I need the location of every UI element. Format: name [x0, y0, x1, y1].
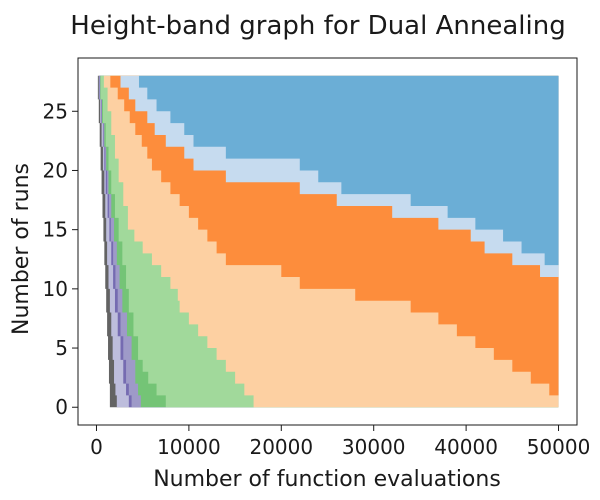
x-tick-label: 40000	[434, 435, 498, 459]
y-tick-label: 15	[43, 218, 68, 242]
y-tick-label: 25	[43, 99, 68, 123]
axes: 0 10000 20000 30000 40000 50000 0 5 10 15 20 25	[43, 57, 591, 459]
x-tick-label: 20000	[249, 435, 313, 459]
plot-area	[96, 75, 559, 408]
y-axis-label: Number of runs	[9, 163, 34, 335]
plot-frame	[77, 57, 578, 426]
y-tick-label: 10	[43, 277, 68, 301]
x-axis-label: Number of function evaluations	[153, 467, 501, 492]
chart-title: Height-band graph for Dual Annealing	[70, 11, 565, 41]
height-band-10	[110, 75, 559, 278]
y-tick-label: 0	[55, 395, 68, 419]
y-tick-label: 20	[43, 158, 68, 182]
x-tick-label: 10000	[157, 435, 221, 459]
x-tick-label: 50000	[527, 435, 591, 459]
y-tick-label: 5	[55, 336, 68, 360]
x-tick-label: 0	[90, 435, 103, 459]
x-tick-label: 30000	[342, 435, 406, 459]
